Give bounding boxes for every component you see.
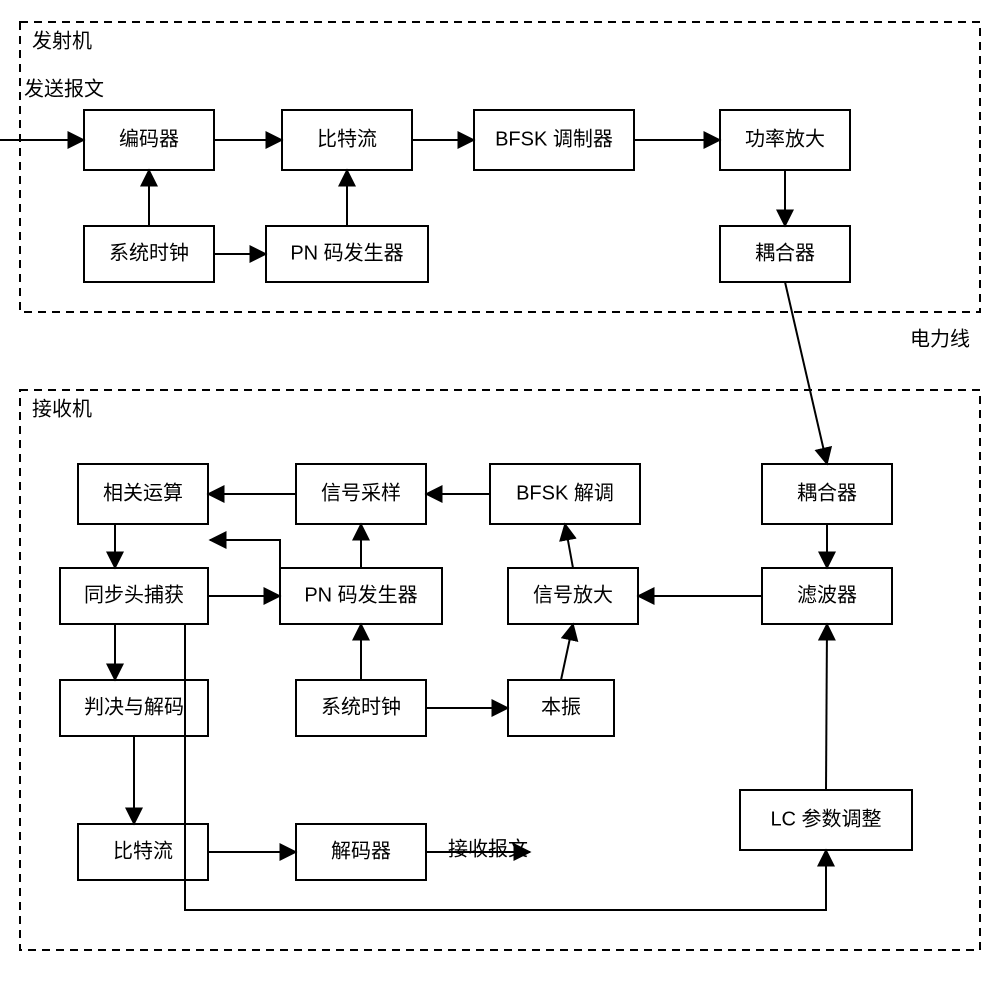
arrow-couplertx-couplerrx (785, 282, 827, 464)
transmitter-frame-label: 发射机 (32, 29, 92, 52)
label-sig_sample: 信号采样 (321, 481, 401, 504)
arrow-lcadj-filter (826, 624, 827, 790)
label-bitstream_tx: 比特流 (317, 127, 377, 150)
label-pn_rx: PN 码发生器 (304, 583, 417, 606)
label-bitstream_rx: 比特流 (113, 839, 173, 862)
transmitter-frame (20, 22, 980, 312)
receiver-frame (20, 390, 980, 950)
receiver-frame-label: 接收机 (32, 397, 92, 420)
freelabel-recv_msg: 接收报文 (448, 837, 528, 860)
arrow-pnrx-corr (210, 540, 280, 582)
arrow-sigamp-bfskdem (565, 524, 573, 568)
label-lc_adj: LC 参数调整 (770, 807, 881, 830)
label-sys_clk_tx: 系统时钟 (109, 241, 189, 264)
arrow-lo-sigamp (561, 624, 573, 680)
label-power_amp: 功率放大 (745, 127, 825, 150)
label-sig_amp: 信号放大 (533, 583, 613, 606)
label-lo: 本振 (541, 695, 581, 718)
freelabel-power_line: 电力线 (910, 327, 970, 350)
label-coupler_rx: 耦合器 (797, 481, 857, 504)
label-decoder: 解码器 (331, 839, 391, 862)
label-coupler_tx: 耦合器 (755, 241, 815, 264)
label-sync_cap: 同步头捕获 (84, 583, 184, 606)
label-sys_clk_rx: 系统时钟 (321, 695, 401, 718)
label-corr: 相关运算 (103, 481, 183, 504)
arrow-sync-lcadj (185, 624, 826, 910)
label-encoder: 编码器 (119, 127, 179, 150)
label-bfsk_demod: BFSK 解调 (516, 481, 614, 504)
label-pn_tx: PN 码发生器 (290, 241, 403, 264)
freelabel-send_msg: 发送报文 (24, 77, 104, 100)
label-judge: 判决与解码 (84, 695, 184, 718)
label-filter: 滤波器 (797, 583, 857, 606)
label-bfsk_mod: BFSK 调制器 (495, 127, 613, 150)
